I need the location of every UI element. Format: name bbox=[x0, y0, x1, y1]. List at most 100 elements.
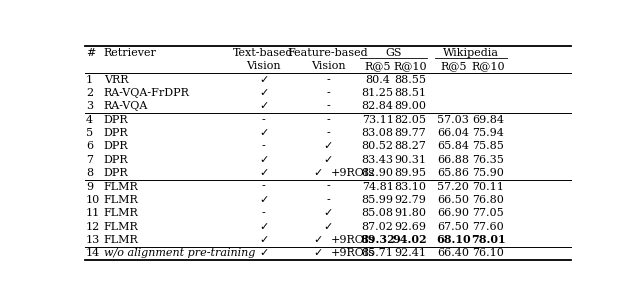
Text: Retriever: Retriever bbox=[104, 48, 157, 58]
Text: 83.43: 83.43 bbox=[362, 155, 394, 165]
Text: -: - bbox=[262, 141, 266, 152]
Text: ✓: ✓ bbox=[259, 128, 268, 138]
Text: 67.50: 67.50 bbox=[437, 221, 469, 232]
Text: 74.81: 74.81 bbox=[362, 181, 394, 192]
Text: -: - bbox=[326, 88, 330, 98]
Text: -: - bbox=[326, 101, 330, 111]
Text: FLMR: FLMR bbox=[104, 181, 138, 192]
Text: #: # bbox=[86, 48, 95, 58]
Text: 68.10: 68.10 bbox=[436, 234, 470, 245]
Text: ✓: ✓ bbox=[259, 168, 268, 178]
Text: 4: 4 bbox=[86, 115, 93, 125]
Text: 73.11: 73.11 bbox=[362, 115, 394, 125]
Text: -: - bbox=[262, 208, 266, 218]
Text: 14: 14 bbox=[86, 248, 100, 258]
Text: 78.01: 78.01 bbox=[470, 234, 505, 245]
Text: 85.08: 85.08 bbox=[362, 208, 394, 218]
Text: -: - bbox=[326, 128, 330, 138]
Text: 75.90: 75.90 bbox=[472, 168, 504, 178]
Text: 66.40: 66.40 bbox=[437, 248, 469, 258]
Text: 66.04: 66.04 bbox=[437, 128, 469, 138]
Text: 80.4: 80.4 bbox=[365, 75, 390, 85]
Text: VRR: VRR bbox=[104, 75, 128, 85]
Text: FLMR: FLMR bbox=[104, 221, 138, 232]
Text: R@10: R@10 bbox=[393, 62, 427, 71]
Text: 90.31: 90.31 bbox=[394, 155, 426, 165]
Text: 75.85: 75.85 bbox=[472, 141, 504, 152]
Text: 87.02: 87.02 bbox=[362, 221, 394, 232]
Text: GS: GS bbox=[385, 48, 402, 58]
Text: DPR: DPR bbox=[104, 155, 129, 165]
Text: Text-based: Text-based bbox=[233, 48, 294, 58]
Text: 11: 11 bbox=[86, 208, 100, 218]
Text: 82.05: 82.05 bbox=[394, 115, 426, 125]
Text: Wikipedia: Wikipedia bbox=[443, 48, 499, 58]
Text: ✓: ✓ bbox=[314, 235, 323, 245]
Text: 83.10: 83.10 bbox=[394, 181, 426, 192]
Text: 76.10: 76.10 bbox=[472, 248, 504, 258]
Text: 65.84: 65.84 bbox=[437, 141, 469, 152]
Text: +9ROIs: +9ROIs bbox=[330, 168, 374, 178]
Text: 66.90: 66.90 bbox=[437, 208, 469, 218]
Text: 57.20: 57.20 bbox=[437, 181, 469, 192]
Text: ✓: ✓ bbox=[259, 155, 268, 165]
Text: 77.60: 77.60 bbox=[472, 221, 504, 232]
Text: 89.77: 89.77 bbox=[394, 128, 426, 138]
Text: 12: 12 bbox=[86, 221, 100, 232]
Text: 91.80: 91.80 bbox=[394, 208, 426, 218]
Text: 81.25: 81.25 bbox=[362, 88, 394, 98]
Text: 66.50: 66.50 bbox=[437, 195, 469, 205]
Text: ✓: ✓ bbox=[259, 221, 268, 232]
Text: 92.41: 92.41 bbox=[394, 248, 426, 258]
Text: 13: 13 bbox=[86, 235, 100, 245]
Text: 92.69: 92.69 bbox=[394, 221, 426, 232]
Text: FLMR: FLMR bbox=[104, 235, 138, 245]
Text: +9ROIs: +9ROIs bbox=[330, 248, 374, 258]
Text: 76.35: 76.35 bbox=[472, 155, 504, 165]
Text: DPR: DPR bbox=[104, 115, 129, 125]
Text: ✓: ✓ bbox=[259, 75, 268, 85]
Text: 5: 5 bbox=[86, 128, 93, 138]
Text: 1: 1 bbox=[86, 75, 93, 85]
Text: 6: 6 bbox=[86, 141, 93, 152]
Text: R@5: R@5 bbox=[440, 62, 467, 71]
Text: 94.02: 94.02 bbox=[392, 234, 427, 245]
Text: +9ROIs: +9ROIs bbox=[330, 235, 374, 245]
Text: -: - bbox=[262, 115, 266, 125]
Text: 88.55: 88.55 bbox=[394, 75, 426, 85]
Text: DPR: DPR bbox=[104, 128, 129, 138]
Text: 82.84: 82.84 bbox=[362, 101, 394, 111]
Text: 82.90: 82.90 bbox=[362, 168, 394, 178]
Text: 89.32: 89.32 bbox=[360, 234, 395, 245]
Text: 2: 2 bbox=[86, 88, 93, 98]
Text: ✓: ✓ bbox=[259, 195, 268, 205]
Text: ✓: ✓ bbox=[259, 88, 268, 98]
Text: 88.51: 88.51 bbox=[394, 88, 426, 98]
Text: 76.80: 76.80 bbox=[472, 195, 504, 205]
Text: -: - bbox=[326, 75, 330, 85]
Text: Vision: Vision bbox=[246, 62, 281, 71]
Text: 89.95: 89.95 bbox=[394, 168, 426, 178]
Text: FLMR: FLMR bbox=[104, 208, 138, 218]
Text: DPR: DPR bbox=[104, 141, 129, 152]
Text: 80.52: 80.52 bbox=[362, 141, 394, 152]
Text: R@5: R@5 bbox=[364, 62, 391, 71]
Text: ✓: ✓ bbox=[259, 235, 268, 245]
Text: Feature-based: Feature-based bbox=[288, 48, 368, 58]
Text: -: - bbox=[262, 181, 266, 192]
Text: ✓: ✓ bbox=[259, 248, 268, 258]
Text: R@10: R@10 bbox=[471, 62, 505, 71]
Text: 89.00: 89.00 bbox=[394, 101, 426, 111]
Text: 3: 3 bbox=[86, 101, 93, 111]
Text: 88.27: 88.27 bbox=[394, 141, 426, 152]
Text: FLMR: FLMR bbox=[104, 195, 138, 205]
Text: ✓: ✓ bbox=[314, 248, 323, 258]
Text: w/o alignment pre-training: w/o alignment pre-training bbox=[104, 248, 255, 258]
Text: ✓: ✓ bbox=[323, 221, 333, 232]
Text: ✓: ✓ bbox=[323, 208, 333, 218]
Text: 66.88: 66.88 bbox=[437, 155, 469, 165]
Text: 57.03: 57.03 bbox=[437, 115, 469, 125]
Text: RA-VQA-FrDPR: RA-VQA-FrDPR bbox=[104, 88, 189, 98]
Text: 85.71: 85.71 bbox=[362, 248, 394, 258]
Text: 75.94: 75.94 bbox=[472, 128, 504, 138]
